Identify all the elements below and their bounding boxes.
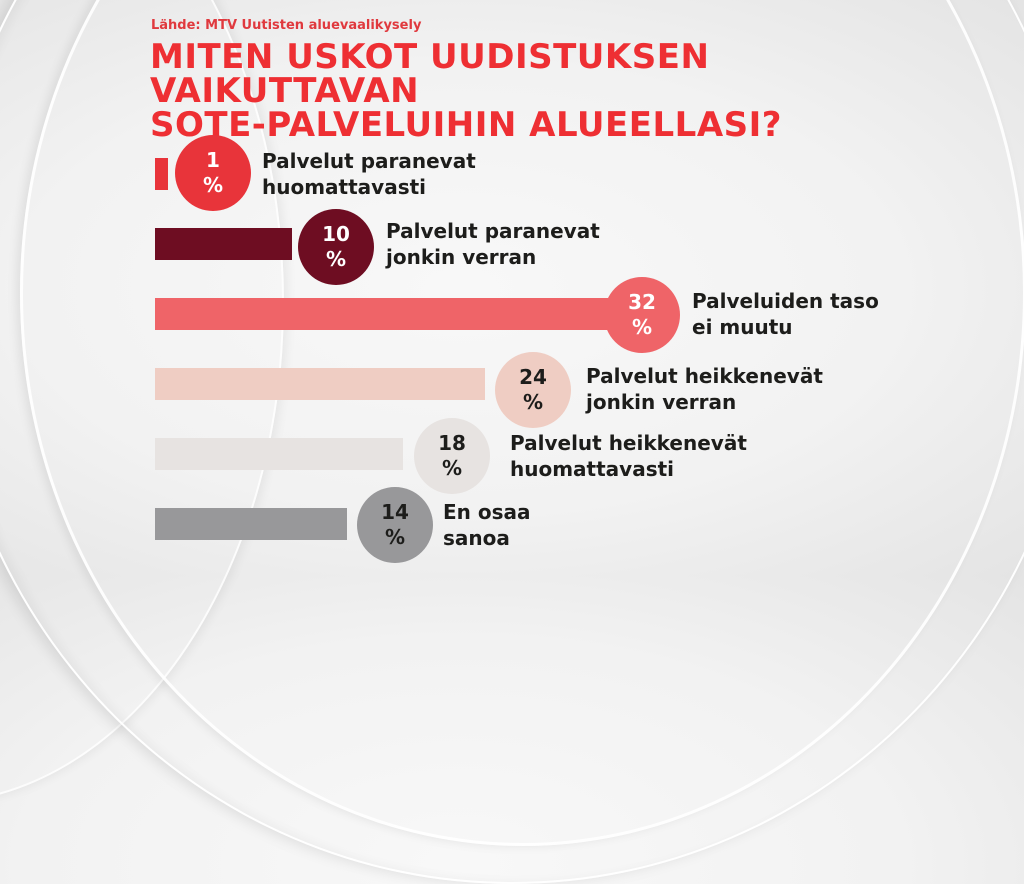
value: 32 <box>628 290 656 314</box>
unit: % <box>631 315 653 339</box>
bar-row-1 <box>155 158 168 190</box>
label-line-1: En osaa <box>443 500 531 524</box>
chart-title: MITEN USKOT UUDISTUKSEN VAIKUTTAVAN SOTE… <box>150 40 970 142</box>
chart-title-line-2: SOTE-PALVELUIHIN ALUEELLASI? <box>150 105 782 145</box>
category-label-row-2: Palvelut paranevat jonkin verran <box>386 218 600 270</box>
value-badge-row-6: 14 % <box>357 487 433 563</box>
chart-title-line-1: MITEN USKOT UUDISTUKSEN VAIKUTTAVAN <box>150 37 710 111</box>
value: 10 <box>322 222 350 246</box>
value: 24 <box>519 365 547 389</box>
unit: % <box>202 173 224 197</box>
bar-row-2 <box>155 228 292 260</box>
bar-row-3 <box>155 298 611 330</box>
bar-row-6 <box>155 508 347 540</box>
value: 14 <box>381 500 409 524</box>
label-line-2: huomattavasti <box>262 175 427 199</box>
value-badge-row-4: 24 % <box>495 352 571 428</box>
source-note: Lähde: MTV Uutisten aluevaalikysely <box>151 18 422 33</box>
value-badge-row-1: 1 % <box>175 135 251 211</box>
unit: % <box>325 247 347 271</box>
category-label-row-5: Palvelut heikkenevät huomattavasti <box>510 430 747 482</box>
label-line-2: huomattavasti <box>510 457 675 481</box>
label-line-1: Palveluiden taso <box>692 289 879 313</box>
category-label-row-4: Palvelut heikkenevät jonkin verran <box>586 363 823 415</box>
unit: % <box>384 525 406 549</box>
bar-row-4 <box>155 368 485 400</box>
value-badge-row-2: 10 % <box>298 209 374 285</box>
label-line-2: jonkin verran <box>586 390 737 414</box>
value-badge-row-5: 18 % <box>414 418 490 494</box>
value: 1 <box>206 148 220 172</box>
label-line-2: jonkin verran <box>386 245 537 269</box>
bar-row-5 <box>155 438 403 470</box>
value-badge-row-3: 32 % <box>604 277 680 353</box>
unit: % <box>522 390 544 414</box>
category-label-row-6: En osaa sanoa <box>443 499 531 551</box>
label-line-2: sanoa <box>443 526 510 550</box>
category-label-row-1: Palvelut paranevat huomattavasti <box>262 148 476 200</box>
label-line-1: Palvelut paranevat <box>386 219 600 243</box>
label-line-1: Palvelut heikkenevät <box>510 431 747 455</box>
label-line-1: Palvelut paranevat <box>262 149 476 173</box>
unit: % <box>441 456 463 480</box>
value: 18 <box>438 431 466 455</box>
category-label-row-3: Palveluiden taso ei muutu <box>692 288 879 340</box>
label-line-1: Palvelut heikkenevät <box>586 364 823 388</box>
label-line-2: ei muutu <box>692 315 793 339</box>
